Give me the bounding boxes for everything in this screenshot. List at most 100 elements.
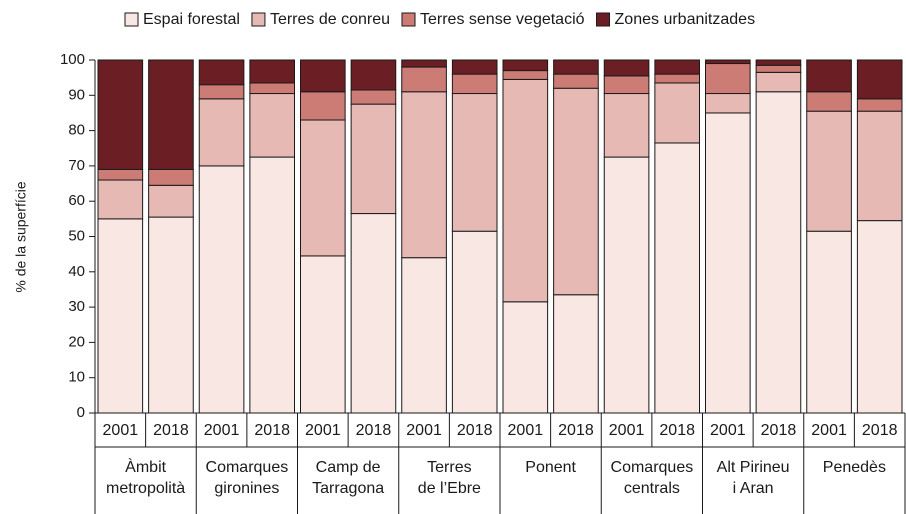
bar-segment: [97, 179, 144, 220]
bar-segment: [350, 89, 397, 105]
bar-segment: [603, 75, 650, 95]
bar-segment: [553, 294, 599, 414]
y-tick-label: 20: [68, 333, 85, 350]
bar-segment: [705, 112, 751, 414]
bar-segment: [856, 59, 903, 100]
bar-segment: [401, 59, 447, 68]
bar-segment: [856, 110, 903, 222]
bar-segment: [502, 59, 549, 72]
group-label: Àmbit: [125, 457, 166, 476]
legend-label: Espai forestal: [143, 11, 240, 28]
group-label: centrals: [624, 480, 680, 497]
bar-segment: [553, 73, 599, 89]
group-label: Comarques: [206, 459, 289, 476]
x-tick-label: 2018: [356, 422, 392, 439]
group-label: gironines: [214, 480, 279, 497]
group-label: Tarragona: [312, 480, 384, 497]
bar-segment: [300, 59, 346, 93]
bar-segment: [603, 93, 650, 158]
y-tick-label: 40: [68, 263, 85, 280]
bar-segment: [705, 93, 751, 114]
legend-swatch: [401, 12, 416, 27]
x-tick-label: 2018: [153, 422, 189, 439]
x-tick-label: 2001: [811, 422, 847, 439]
bar-segment: [502, 301, 549, 414]
y-tick-label: 90: [68, 86, 85, 103]
bar-segment: [401, 91, 447, 259]
bar-segment: [654, 142, 700, 414]
bar-segment: [148, 168, 194, 186]
bar-segment: [198, 84, 245, 100]
bar-segment: [755, 64, 802, 73]
legend-label: Zones urbanitzades: [615, 11, 756, 28]
legend-swatch: [124, 12, 139, 27]
legend-label: Terres sense vegetació: [420, 11, 585, 28]
bar-segment: [451, 59, 498, 75]
x-tick-label: 2018: [254, 422, 290, 439]
bar-segment: [705, 63, 751, 95]
y-tick-label: 0: [77, 404, 85, 421]
group-label: Ponent: [525, 459, 576, 476]
bar-segment: [603, 156, 650, 414]
bar-segment: [300, 119, 346, 257]
bar-segment: [705, 59, 751, 65]
bar-segment: [300, 91, 346, 121]
bar-segment: [97, 59, 144, 170]
bar-segment: [198, 59, 245, 86]
group-label: i Aran: [733, 480, 774, 497]
bar-segment: [654, 73, 700, 84]
group-label: Terres: [427, 459, 471, 476]
bar-segment: [755, 71, 802, 93]
bar-segment: [502, 78, 549, 303]
bar-segment: [856, 98, 903, 112]
bar-segment: [451, 93, 498, 232]
y-tick-label: 100: [60, 51, 85, 68]
x-tick-label: 2001: [609, 422, 645, 439]
x-tick-label: 2001: [710, 422, 746, 439]
bar-segment: [198, 98, 245, 167]
bar-segment: [553, 59, 599, 75]
x-tick-label: 2018: [659, 422, 695, 439]
bar-segment: [198, 165, 245, 414]
bar-segment: [350, 103, 397, 215]
group-label: Comarques: [611, 459, 694, 476]
y-tick-label: 10: [68, 369, 85, 386]
bar-segment: [97, 218, 144, 414]
legend-label: Terres de conreu: [270, 11, 390, 28]
bar-segment: [350, 213, 397, 414]
group-label: de l’Ebre: [418, 480, 481, 497]
bar-segment: [148, 184, 194, 218]
bar-segment: [755, 59, 802, 66]
bar-segment: [856, 220, 903, 414]
y-tick-label: 50: [68, 227, 85, 244]
bar-segment: [249, 93, 295, 158]
x-tick-label: 2001: [204, 422, 240, 439]
bar-segment: [249, 82, 295, 95]
bar-segment: [350, 59, 397, 91]
group-label: Penedès: [823, 459, 886, 476]
bar-segment: [806, 91, 852, 112]
x-tick-label: 2001: [508, 422, 544, 439]
bar-segment: [806, 59, 852, 93]
y-tick-label: 30: [68, 298, 85, 315]
x-tick-label: 2018: [862, 422, 898, 439]
bar-segment: [654, 59, 700, 75]
bar-segment: [451, 73, 498, 95]
y-axis-label: % de la superfície: [13, 181, 29, 292]
bar-segment: [806, 230, 852, 414]
bar-segment: [806, 110, 852, 232]
group-label: Camp de: [316, 459, 381, 476]
x-tick-label: 2001: [305, 422, 341, 439]
bar-segment: [755, 91, 802, 414]
bar-segment: [654, 82, 700, 144]
y-tick-label: 70: [68, 157, 85, 174]
bar-segment: [249, 156, 295, 414]
x-tick-label: 2001: [406, 422, 442, 439]
bar-segment: [401, 257, 447, 414]
bar-segment: [603, 59, 650, 77]
bar-segment: [97, 168, 144, 181]
bar-segment: [249, 59, 295, 84]
y-tick-label: 80: [68, 122, 85, 139]
bar-segment: [502, 70, 549, 80]
